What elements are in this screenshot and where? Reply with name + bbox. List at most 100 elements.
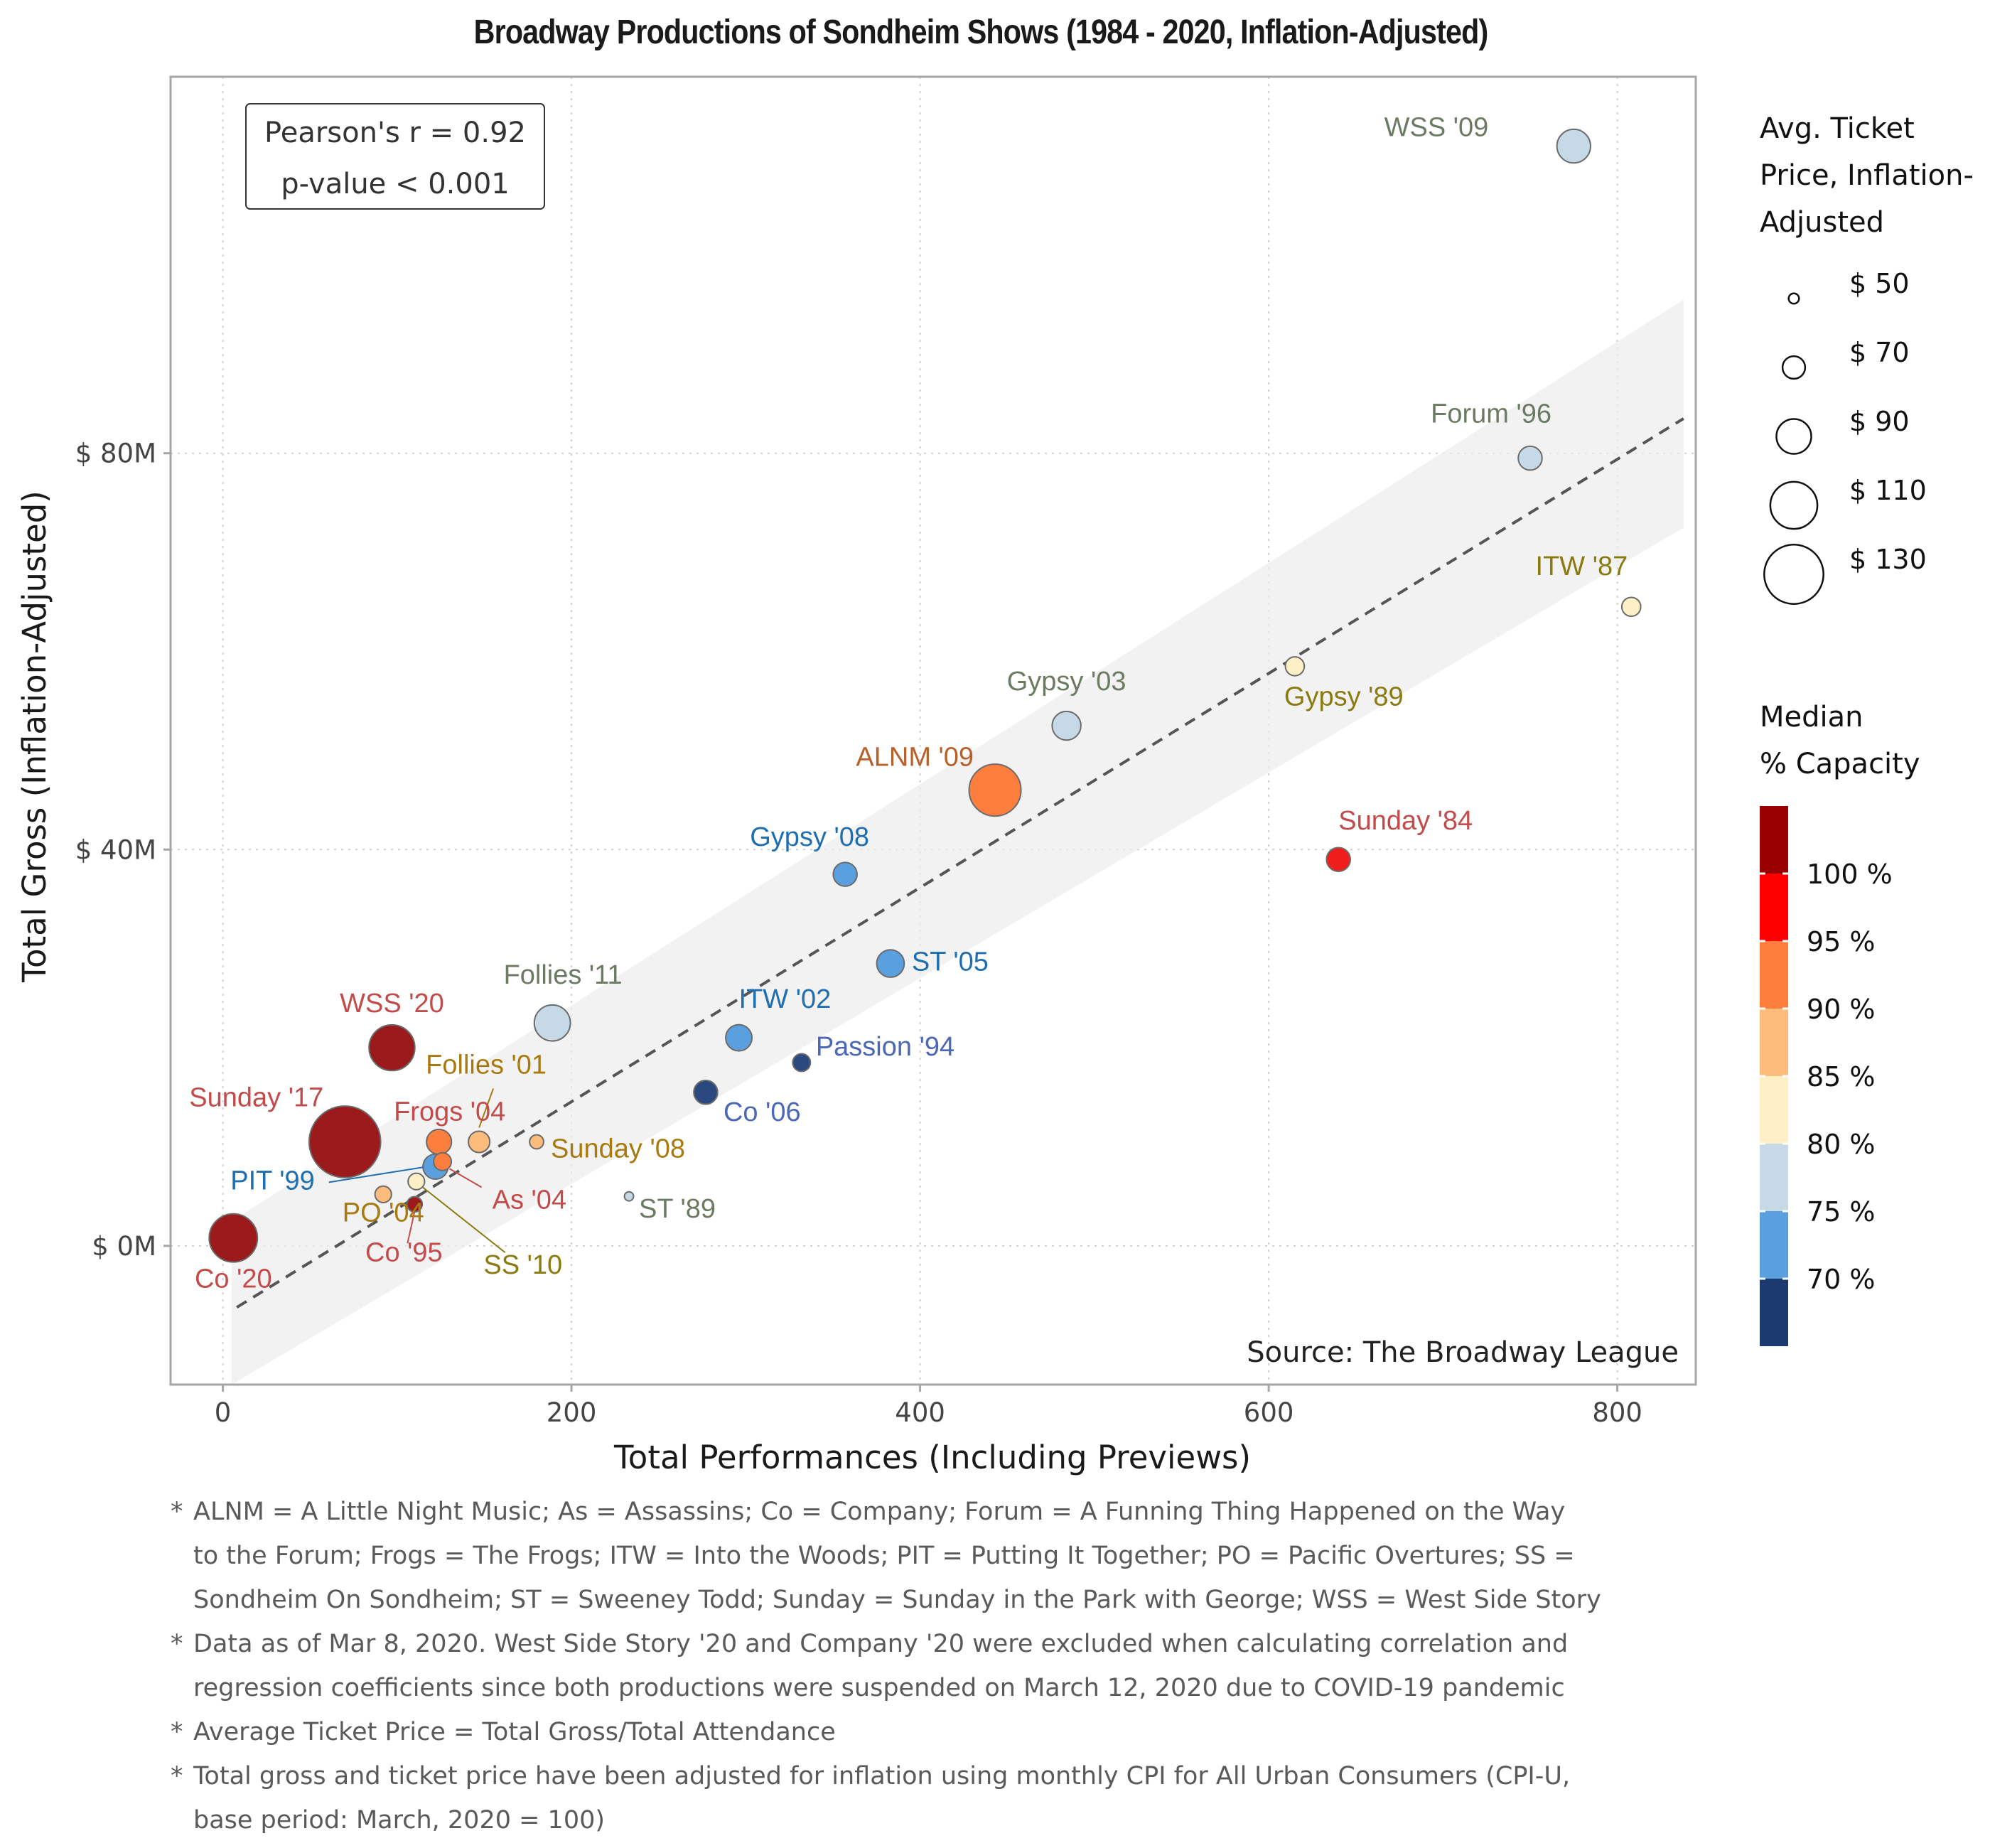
size-legend-swatch bbox=[1787, 292, 1800, 305]
color-legend-segment bbox=[1760, 1144, 1788, 1211]
data-point bbox=[426, 1128, 453, 1156]
data-point bbox=[1325, 847, 1351, 872]
color-legend-segment bbox=[1760, 1279, 1788, 1346]
footnote-abbreviations: * ALNM = A Little Night Music; As = Assa… bbox=[171, 1490, 1919, 1622]
data-point bbox=[832, 861, 858, 887]
data-point bbox=[368, 1024, 416, 1072]
color-legend-segment bbox=[1760, 1076, 1788, 1144]
size-legend-title-line3: Adjusted bbox=[1760, 206, 1884, 239]
regression-line-path bbox=[236, 417, 1684, 1309]
footnote-inflation: * Total gross and ticket price have been… bbox=[171, 1754, 1919, 1842]
pearson-r-text: Pearson's r = 0.92 bbox=[264, 117, 526, 149]
color-legend-label: 75 % bbox=[1807, 1196, 1876, 1227]
color-legend-segment bbox=[1760, 874, 1788, 941]
color-legend-label: 70 % bbox=[1807, 1264, 1876, 1295]
footnote-line: ALNM = A Little Night Music; As = Assass… bbox=[193, 1498, 1566, 1526]
color-legend-segment bbox=[1760, 1211, 1788, 1279]
point-label: Co '95 bbox=[365, 1237, 443, 1267]
point-label: SS '10 bbox=[483, 1250, 562, 1280]
data-point bbox=[468, 1130, 491, 1154]
size-legend-swatch bbox=[1769, 480, 1819, 530]
point-label: Co '20 bbox=[195, 1264, 272, 1294]
point-label: Co '06 bbox=[724, 1097, 801, 1127]
color-legend-title-line1: Median bbox=[1760, 701, 1863, 734]
footnotes: * ALNM = A Little Night Music; As = Assa… bbox=[171, 1490, 1919, 1842]
data-point bbox=[1620, 596, 1642, 618]
regression-line bbox=[236, 417, 1684, 1309]
y-tick-label: $ 0M bbox=[92, 1231, 156, 1262]
footnote-ticket-price: * Average Ticket Price = Total Gross/Tot… bbox=[171, 1710, 1919, 1754]
data-point bbox=[1556, 128, 1591, 164]
footnote-bullet: * bbox=[171, 1498, 183, 1526]
stats-box bbox=[245, 103, 545, 210]
color-legend: Median % Capacity 100 % 95 % 90 % 85 % 80 % 7… bbox=[1760, 701, 1920, 1346]
point-label: WSS '09 bbox=[1384, 113, 1489, 143]
footnote-line: Sondheim On Sondheim; ST = Sweeney Todd;… bbox=[193, 1586, 1601, 1614]
x-tick-label: 800 bbox=[1592, 1397, 1642, 1428]
footnote-line: Data as of Mar 8, 2020. West Side Story … bbox=[193, 1630, 1569, 1658]
data-point bbox=[1051, 710, 1082, 741]
point-label: Follies '11 bbox=[504, 960, 623, 990]
y-tick-label: $ 80M bbox=[75, 439, 156, 469]
data-point bbox=[725, 1024, 753, 1052]
x-tick-label: 0 bbox=[215, 1397, 232, 1428]
axes: 0 200 400 600 800 $ 0M $ 40M $ 80M bbox=[75, 439, 1642, 1428]
size-legend-label: $ 50 bbox=[1849, 268, 1910, 299]
point-label: ST '05 bbox=[912, 947, 989, 977]
point-label: Sunday '08 bbox=[551, 1134, 685, 1164]
size-legend-swatch bbox=[1763, 544, 1824, 605]
size-legend-label: $ 110 bbox=[1849, 475, 1927, 506]
data-point bbox=[374, 1185, 392, 1203]
x-tick-label: 600 bbox=[1244, 1397, 1294, 1428]
color-legend-label: 90 % bbox=[1807, 994, 1876, 1025]
source-text: Source: The Broadway League bbox=[1247, 1336, 1679, 1369]
size-legend-title-line2: Price, Inflation- bbox=[1760, 159, 1974, 192]
footnote-bullet: * bbox=[171, 1762, 183, 1790]
color-legend-segment bbox=[1760, 941, 1788, 1009]
data-point bbox=[407, 1172, 426, 1191]
point-labels: WSS '09 Forum '96 ITW '87 Gypsy '89 Gypsy '0… bbox=[189, 113, 1628, 1294]
point-label: Frogs '04 bbox=[394, 1097, 505, 1127]
data-point bbox=[1517, 445, 1543, 471]
point-label: Gypsy '08 bbox=[750, 822, 869, 852]
point-label: Passion '94 bbox=[816, 1032, 954, 1062]
size-legend-swatch bbox=[1775, 418, 1812, 455]
chart-title: Broadway Productions of Sondheim Shows (… bbox=[473, 14, 1489, 51]
label-leader-line bbox=[328, 1166, 427, 1183]
data-point bbox=[308, 1105, 382, 1178]
size-legend-title-line1: Avg. Ticket bbox=[1760, 112, 1915, 145]
point-label: PIT '99 bbox=[230, 1166, 315, 1196]
label-leader-line bbox=[407, 1211, 416, 1244]
point-label: Gypsy '89 bbox=[1284, 682, 1404, 711]
data-point bbox=[208, 1213, 259, 1263]
data-point bbox=[968, 763, 1022, 817]
stats-annotation: Pearson's r = 0.92 p-value < 0.001 bbox=[245, 103, 545, 210]
footnote-line: to the Forum; Frogs = The Frogs; ITW = I… bbox=[193, 1542, 1575, 1570]
data-point bbox=[693, 1080, 719, 1105]
x-tick-label: 400 bbox=[895, 1397, 945, 1428]
data-point bbox=[876, 949, 905, 978]
data-point bbox=[623, 1191, 635, 1202]
size-legend-swatch bbox=[1781, 355, 1807, 380]
color-legend-label: 95 % bbox=[1807, 926, 1876, 957]
footnote-line: base period: March, 2020 = 100) bbox=[193, 1806, 606, 1834]
label-leader-line bbox=[419, 1184, 506, 1254]
data-point bbox=[1284, 656, 1306, 677]
point-label: As '04 bbox=[493, 1185, 566, 1215]
footnote-data-date: * Data as of Mar 8, 2020. West Side Stor… bbox=[171, 1622, 1919, 1710]
size-legend: Avg. Ticket Price, Inflation- Adjusted $… bbox=[1760, 112, 1974, 605]
color-legend-label: 85 % bbox=[1807, 1061, 1876, 1092]
plot-frame bbox=[169, 75, 1697, 1386]
size-legend-label: $ 90 bbox=[1849, 406, 1910, 437]
data-points bbox=[208, 128, 1642, 1263]
label-leader-lines bbox=[328, 1088, 506, 1254]
color-legend-label: 80 % bbox=[1807, 1129, 1876, 1160]
point-label: ST '89 bbox=[639, 1194, 716, 1224]
point-label: ITW '02 bbox=[739, 984, 832, 1014]
color-legend-title-line2: % Capacity bbox=[1760, 748, 1920, 780]
x-tick-label: 200 bbox=[547, 1397, 597, 1428]
point-label: ALNM '09 bbox=[856, 743, 974, 773]
color-legend-segment bbox=[1760, 1009, 1788, 1076]
data-point bbox=[792, 1053, 812, 1073]
x-axis-title: Total Performances (Including Previews) bbox=[613, 1439, 1251, 1476]
